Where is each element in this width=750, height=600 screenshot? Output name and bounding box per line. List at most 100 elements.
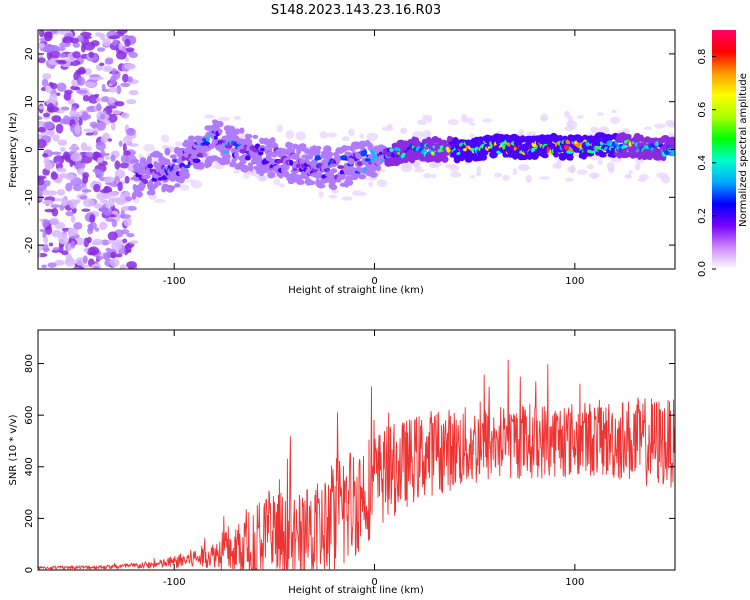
spectrogram-noise-blob: [89, 76, 99, 80]
spectrogram-noise-blob: [126, 249, 132, 253]
spectrogram-ridge-core: [362, 149, 368, 156]
spectrogram-halo-blob: [387, 123, 393, 130]
colorbar-tick-label: 0.2: [697, 208, 708, 224]
spectrogram-ridge-outer: [197, 161, 205, 170]
spectrogram-halo-blob: [637, 178, 647, 182]
spectrogram-halo-blob: [469, 133, 476, 139]
spectrogram-noise-blob: [82, 95, 90, 102]
spectrogram-halo-blob: [417, 119, 428, 126]
spectrogram-noise-blob: [38, 105, 44, 110]
spectrogram-noise-blob: [123, 217, 132, 227]
spectrogram-halo-blob: [190, 180, 203, 189]
spectrogram-noise-blob: [38, 194, 44, 201]
snr-y-tick-label: 800: [24, 354, 35, 373]
spectrogram-noise-blob: [62, 115, 71, 125]
spectrogram-noise-blob: [88, 51, 95, 59]
spectrogram-y-tick-label: -10: [24, 189, 35, 205]
spectrogram-halo-blob: [628, 170, 633, 174]
spectrogram-noise-blob: [70, 152, 83, 162]
spectrogram-ridge-core: [213, 135, 218, 140]
spectrogram-noise-blob: [43, 121, 55, 130]
spectrogram-halo-blob: [326, 132, 337, 138]
spectrogram-noise-blob: [54, 198, 63, 202]
spectrogram-noise-blob: [124, 57, 129, 62]
snr-x-axis-label: Height of straight line (km): [288, 585, 424, 596]
spectrogram-noise-blob: [81, 189, 92, 193]
spectrogram-ridge-outer: [246, 138, 253, 145]
spectrogram-noise-blob: [108, 35, 120, 40]
spectrogram-noise-blob: [96, 47, 106, 52]
spectrogram-halo-blob: [565, 177, 574, 182]
snr-y-tick-label: 0: [24, 567, 35, 573]
spectrogram-noise-blob: [82, 175, 89, 184]
spectrogram-halo-blob: [447, 119, 459, 126]
spectrogram-halo-blob: [175, 141, 182, 147]
snr-x-tick-label: 0: [371, 577, 377, 588]
snr-x-tick-label: 100: [565, 577, 584, 588]
spectrogram-noise-blob: [74, 124, 81, 135]
spectrogram-noise-blob: [85, 132, 94, 136]
spectrogram-noise-blob: [38, 138, 47, 149]
spectrogram-noise-blob: [42, 189, 50, 196]
spectrogram-noise-blob: [128, 89, 139, 96]
spectrogram-ridge-core: [276, 159, 284, 164]
spectrogram-ridge-core: [205, 137, 210, 142]
spectrogram-ridge-outer: [329, 184, 338, 191]
spectrogram-halo-blob: [627, 173, 632, 179]
spectrogram-noise-blob: [38, 54, 44, 59]
spectrogram-noise-blob: [111, 242, 123, 250]
spectrogram-noise-blob: [42, 73, 52, 80]
spectrogram-noise-blob: [123, 63, 136, 70]
spectrogram-halo-blob: [422, 130, 432, 139]
spectrogram-ridge-outer: [174, 183, 181, 188]
spectrogram-ridge-outer: [333, 154, 343, 162]
spectrogram-halo-blob: [539, 176, 550, 180]
spectrogram-halo-blob: [366, 132, 379, 142]
spectrogram-ridge-outer: [248, 165, 254, 172]
spectrogram-noise-blob: [101, 152, 110, 157]
spectrogram-noise-blob: [128, 240, 139, 244]
spectrogram-noise-blob: [85, 146, 92, 152]
spectrogram-halo-blob: [218, 116, 231, 122]
spectrogram-halo-blob: [285, 130, 295, 139]
spectrogram-noise-blob: [45, 225, 53, 235]
spectrogram-noise-blob: [96, 103, 102, 112]
spectrogram-noise-blob: [123, 150, 131, 156]
spectrogram-halo-blob: [426, 114, 432, 123]
spectrogram-ridge-outer: [135, 191, 143, 198]
spectrogram-ridge-outer: [315, 145, 322, 151]
spectrogram-ridge-outer: [541, 152, 549, 159]
spectrogram-noise-blob: [82, 198, 95, 208]
spectrogram-noise-blob: [77, 76, 86, 87]
spectrogram-noise-blob: [83, 237, 90, 248]
spectrogram-ridge-outer: [202, 146, 211, 152]
spectrogram-noise-blob: [72, 266, 80, 269]
spectrogram-ridge-outer: [202, 152, 208, 158]
spectrogram-noise-blob: [63, 91, 72, 101]
spectrogram-noise-blob: [41, 78, 49, 88]
spectrogram-halo-blob: [494, 172, 503, 178]
spectrogram-ridge-outer: [340, 174, 347, 179]
spectrogram-noise-blob: [112, 39, 119, 47]
spectrogram-ridge-outer: [222, 153, 231, 160]
spectrogram-ridge-outer: [307, 180, 316, 186]
spectrogram-noise-blob: [69, 201, 78, 209]
spectrogram-noise-blob: [126, 205, 137, 211]
spectrogram-noise-blob: [109, 75, 117, 86]
spectrogram-ridge-outer: [441, 155, 449, 163]
spectrogram-noise-blob: [61, 250, 69, 256]
spectrogram-noise-blob: [117, 181, 123, 192]
spectrogram-halo-blob: [423, 173, 432, 179]
spectrogram-noise-blob: [84, 81, 96, 88]
spectrogram-noise-blob: [88, 94, 99, 104]
spectrogram-noise-blob: [77, 162, 83, 169]
spectrogram-y-axis-label: Frequency (Hz): [8, 112, 19, 188]
spectrogram-noise-blob: [119, 162, 130, 169]
spectrogram-ridge-outer: [478, 154, 488, 161]
spectrogram-noise-blob: [73, 72, 79, 81]
spectrogram-noise-blob: [65, 210, 74, 217]
spectrogram-ridge-outer: [267, 171, 276, 179]
spectrogram-y-tick-label: 20: [24, 48, 35, 61]
spectrogram-noise-blob: [105, 105, 118, 109]
